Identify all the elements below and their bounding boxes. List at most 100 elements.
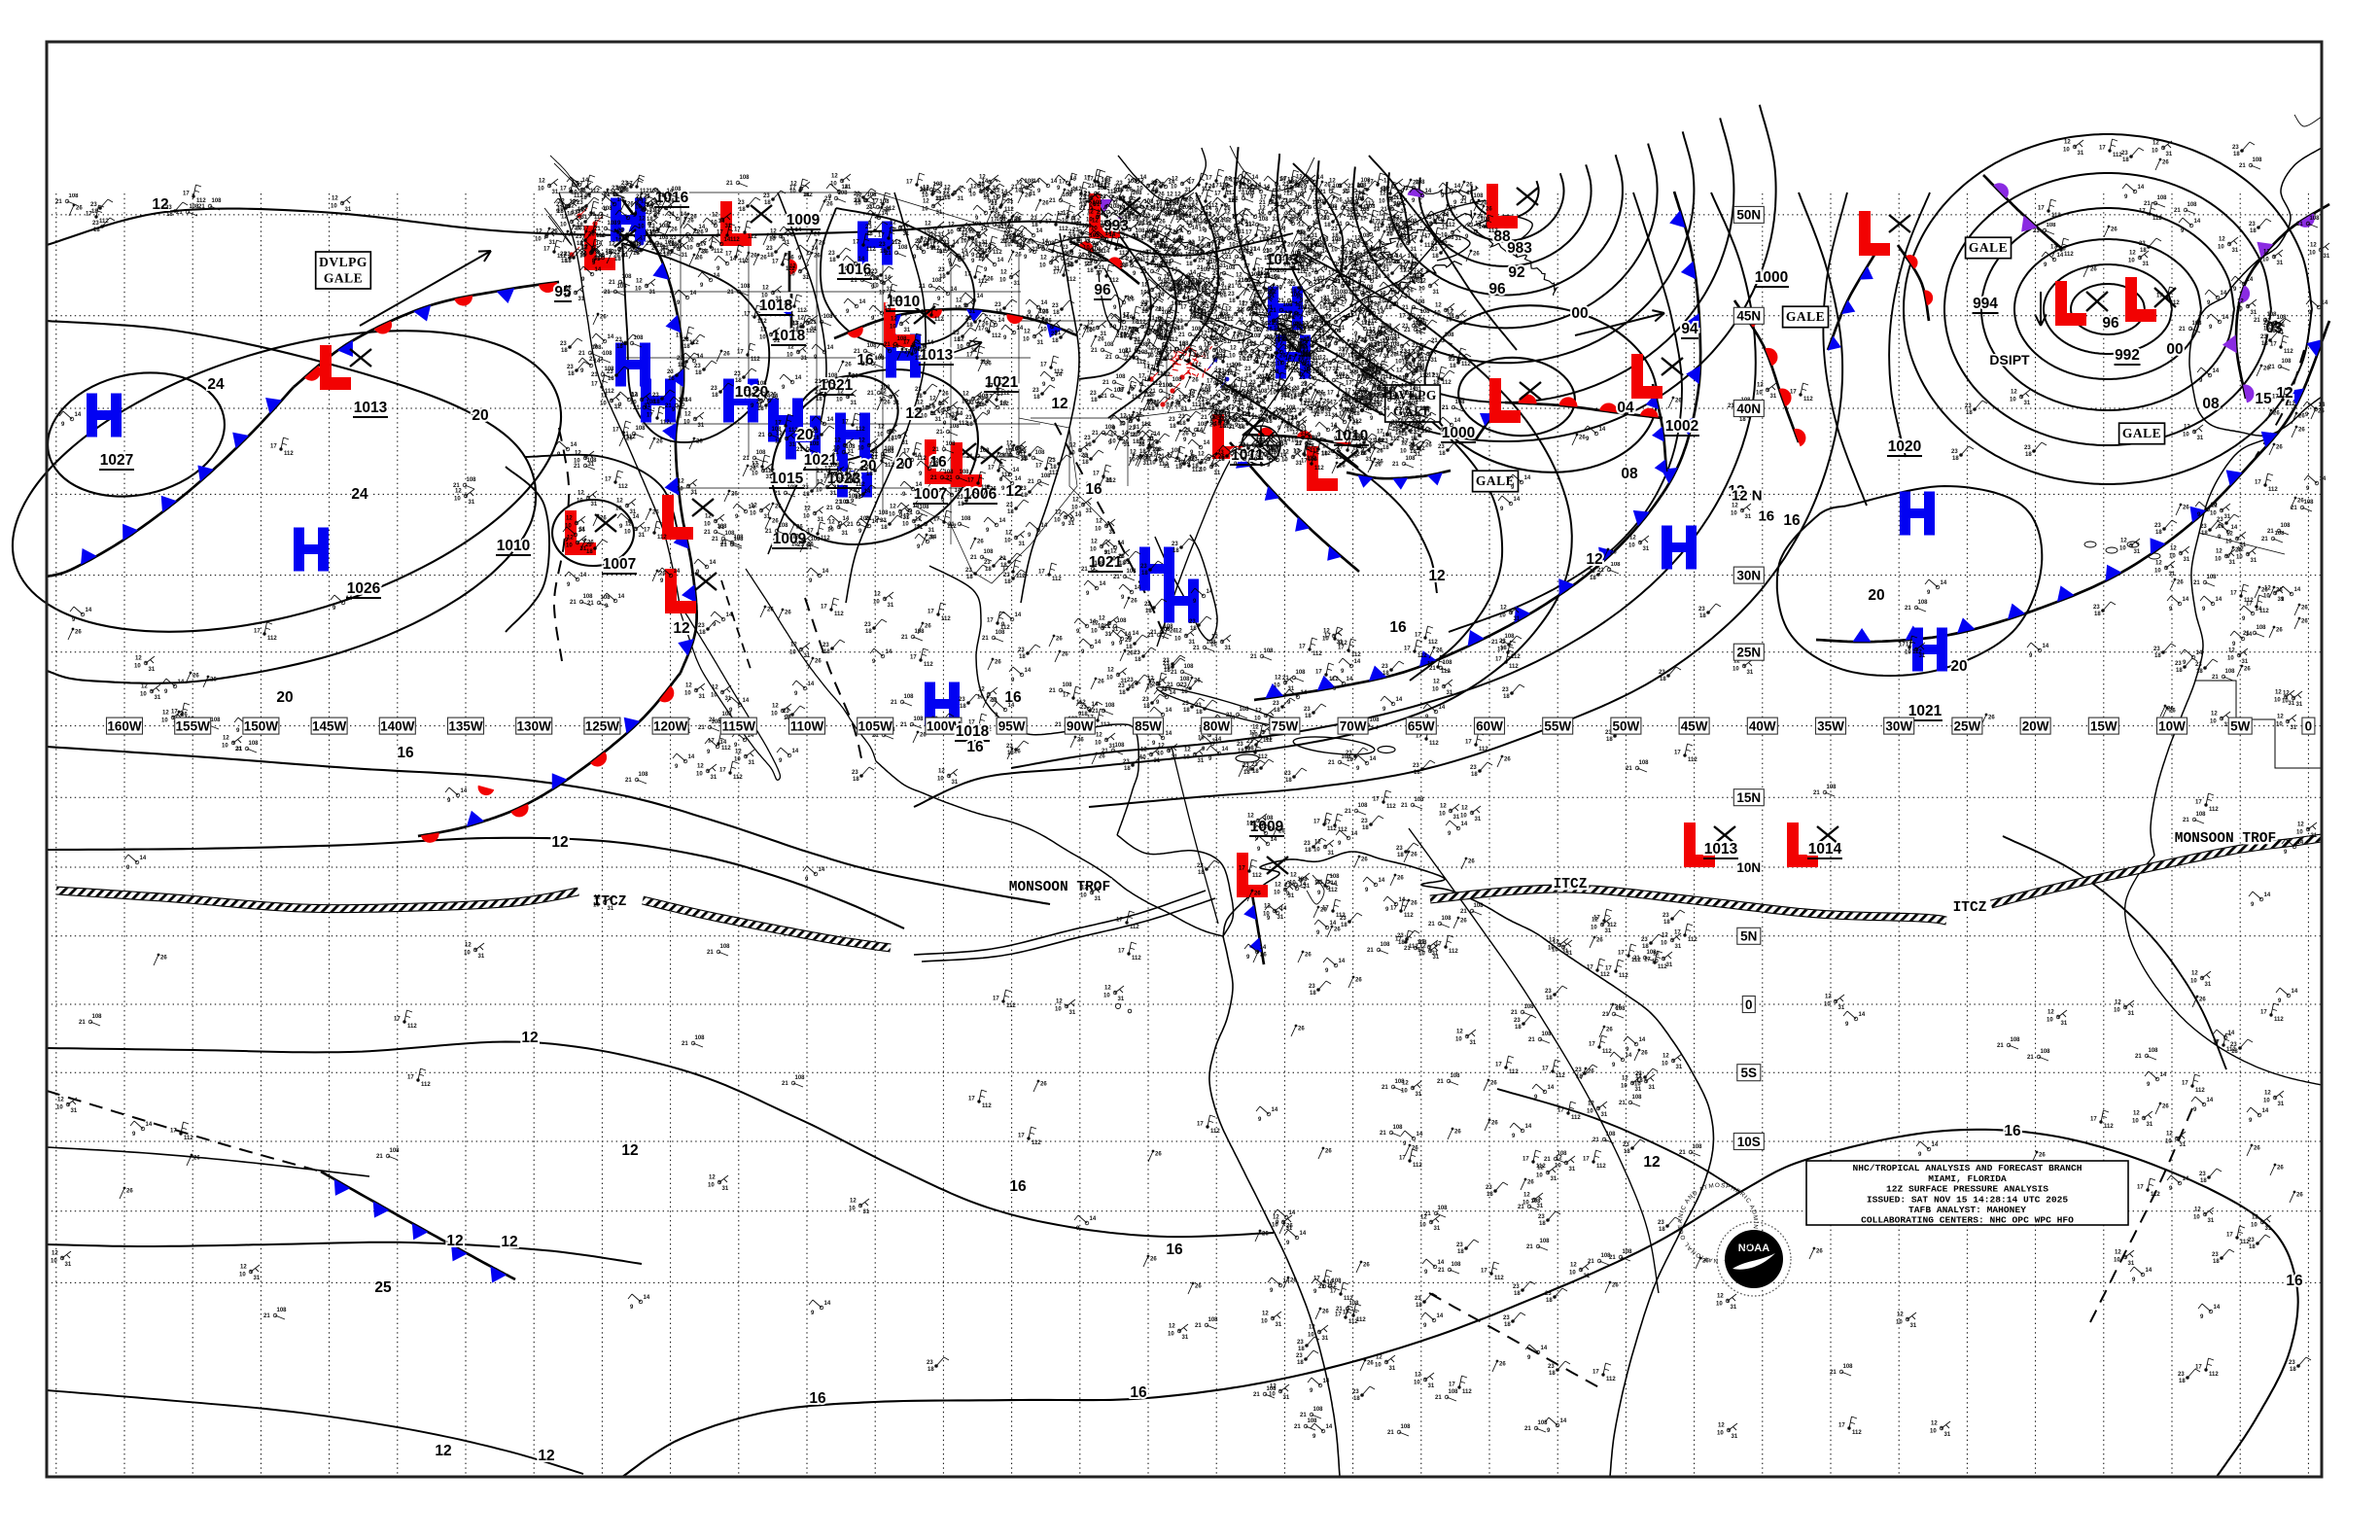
- svg-text:70W: 70W: [1340, 718, 1367, 733]
- svg-text:1009: 1009: [787, 212, 821, 228]
- svg-text:96: 96: [1094, 282, 1111, 298]
- svg-text:GALE: GALE: [1476, 473, 1515, 488]
- svg-text:75W: 75W: [1272, 718, 1299, 733]
- svg-text:0: 0: [2305, 718, 2313, 733]
- svg-text:50W: 50W: [1613, 718, 1640, 733]
- svg-text:16: 16: [1389, 619, 1407, 636]
- svg-text:12: 12: [435, 1443, 451, 1459]
- svg-text:1013: 1013: [1704, 841, 1738, 858]
- svg-text:12: 12: [1643, 1154, 1660, 1171]
- svg-text:ISSUED: SAT NOV 15 14:28:14 UT: ISSUED: SAT NOV 15 14:28:14 UTC 2025: [1867, 1194, 2069, 1205]
- svg-text:12: 12: [1728, 483, 1744, 500]
- svg-text:105W: 105W: [858, 718, 893, 733]
- svg-text:1010: 1010: [887, 294, 920, 310]
- svg-text:160W: 160W: [107, 718, 142, 733]
- svg-text:16: 16: [2286, 1273, 2303, 1289]
- svg-text:30N: 30N: [1736, 568, 1761, 582]
- svg-text:12Z SURFACE PRESSURE ANALYSIS: 12Z SURFACE PRESSURE ANALYSIS: [1886, 1184, 2048, 1195]
- svg-text:140W: 140W: [380, 718, 415, 733]
- svg-text:5W: 5W: [2230, 718, 2251, 733]
- svg-text:1020: 1020: [735, 384, 768, 401]
- svg-text:30W: 30W: [1885, 718, 1912, 733]
- svg-text:1007: 1007: [603, 556, 636, 573]
- svg-text:08: 08: [1621, 466, 1638, 482]
- svg-text:1007: 1007: [914, 486, 947, 503]
- svg-text:20: 20: [1950, 658, 1967, 675]
- svg-text:50N: 50N: [1736, 208, 1761, 223]
- svg-text:40N: 40N: [1736, 402, 1761, 416]
- svg-text:983: 983: [1507, 240, 1532, 257]
- svg-text:1027: 1027: [100, 452, 133, 469]
- svg-text:65W: 65W: [1408, 718, 1435, 733]
- svg-text:12: 12: [2276, 385, 2292, 402]
- svg-text:DVLPG: DVLPG: [319, 255, 368, 269]
- svg-text:94: 94: [1681, 321, 1698, 337]
- svg-text:NHC/TROPICAL ANALYSIS AND FORE: NHC/TROPICAL ANALYSIS AND FORECAST BRANC…: [1852, 1163, 2082, 1173]
- svg-text:1000: 1000: [1755, 269, 1788, 286]
- svg-text:12: 12: [1051, 396, 1068, 412]
- svg-text:1020: 1020: [1888, 438, 1921, 455]
- svg-text:16: 16: [1085, 481, 1102, 498]
- svg-text:12: 12: [551, 834, 568, 851]
- svg-text:994: 994: [1973, 296, 1998, 312]
- svg-text:12 N: 12 N: [1732, 487, 1763, 504]
- svg-text:COLLABORATING CENTERS: NHC OPC: COLLABORATING CENTERS: NHC OPC WPC HFO: [1861, 1215, 2074, 1226]
- svg-text:ITCZ: ITCZ: [1953, 900, 1987, 916]
- svg-text:16: 16: [2004, 1123, 2021, 1139]
- svg-text:TAFB ANALYST: MAHONEY: TAFB ANALYST: MAHONEY: [1908, 1205, 2026, 1215]
- svg-text:15: 15: [2255, 391, 2272, 407]
- svg-text:12: 12: [501, 1234, 517, 1250]
- svg-text:0: 0: [1745, 998, 1753, 1012]
- svg-text:12: 12: [673, 620, 689, 637]
- svg-text:DSIPT: DSIPT: [1989, 352, 2030, 368]
- svg-text:155W: 155W: [176, 718, 211, 733]
- svg-text:1018: 1018: [956, 723, 990, 740]
- svg-text:55W: 55W: [1544, 718, 1571, 733]
- svg-text:12: 12: [521, 1030, 538, 1046]
- svg-text:1002: 1002: [1665, 418, 1698, 435]
- svg-text:1015: 1015: [770, 471, 804, 487]
- svg-text:45N: 45N: [1736, 309, 1761, 324]
- svg-text:125W: 125W: [585, 718, 620, 733]
- svg-text:10W: 10W: [2158, 718, 2186, 733]
- svg-text:16: 16: [809, 1390, 826, 1407]
- svg-text:1013: 1013: [920, 347, 954, 364]
- svg-text:85W: 85W: [1135, 718, 1162, 733]
- svg-text:15N: 15N: [1736, 790, 1761, 805]
- svg-text:5S: 5S: [1741, 1066, 1758, 1080]
- svg-text:12: 12: [621, 1142, 638, 1159]
- svg-text:15W: 15W: [2090, 718, 2118, 733]
- svg-text:1010: 1010: [497, 538, 530, 554]
- svg-text:20: 20: [796, 427, 813, 443]
- svg-text:145W: 145W: [312, 718, 347, 733]
- svg-text:16: 16: [966, 739, 984, 755]
- svg-text:12: 12: [1005, 483, 1022, 500]
- svg-text:120W: 120W: [653, 718, 688, 733]
- svg-text:110W: 110W: [790, 718, 824, 733]
- svg-text:100W: 100W: [927, 718, 962, 733]
- svg-text:20: 20: [276, 689, 293, 706]
- svg-text:25: 25: [374, 1279, 392, 1296]
- svg-text:08: 08: [2202, 396, 2220, 412]
- svg-text:16: 16: [397, 745, 414, 761]
- svg-text:16: 16: [1758, 508, 1774, 524]
- svg-text:45W: 45W: [1681, 718, 1708, 733]
- svg-text:80W: 80W: [1203, 718, 1230, 733]
- svg-text:10S: 10S: [1737, 1135, 1761, 1149]
- svg-text:ITCZ: ITCZ: [1554, 877, 1588, 892]
- svg-text:92: 92: [1508, 264, 1524, 281]
- svg-text:04: 04: [1617, 400, 1634, 416]
- svg-text:16: 16: [1783, 512, 1801, 529]
- svg-text:GALE: GALE: [1969, 240, 2008, 255]
- svg-text:00: 00: [2166, 341, 2183, 358]
- svg-text:5N: 5N: [1740, 929, 1757, 944]
- svg-text:1026: 1026: [347, 580, 381, 597]
- svg-text:16: 16: [1009, 1178, 1027, 1195]
- svg-text:90W: 90W: [1067, 718, 1094, 733]
- svg-text:GALE: GALE: [2122, 426, 2161, 440]
- svg-text:96: 96: [1488, 281, 1506, 298]
- svg-text:12: 12: [1586, 551, 1602, 568]
- svg-text:25N: 25N: [1736, 646, 1761, 660]
- svg-text:16: 16: [1166, 1242, 1183, 1258]
- svg-text:GALE: GALE: [1786, 309, 1825, 324]
